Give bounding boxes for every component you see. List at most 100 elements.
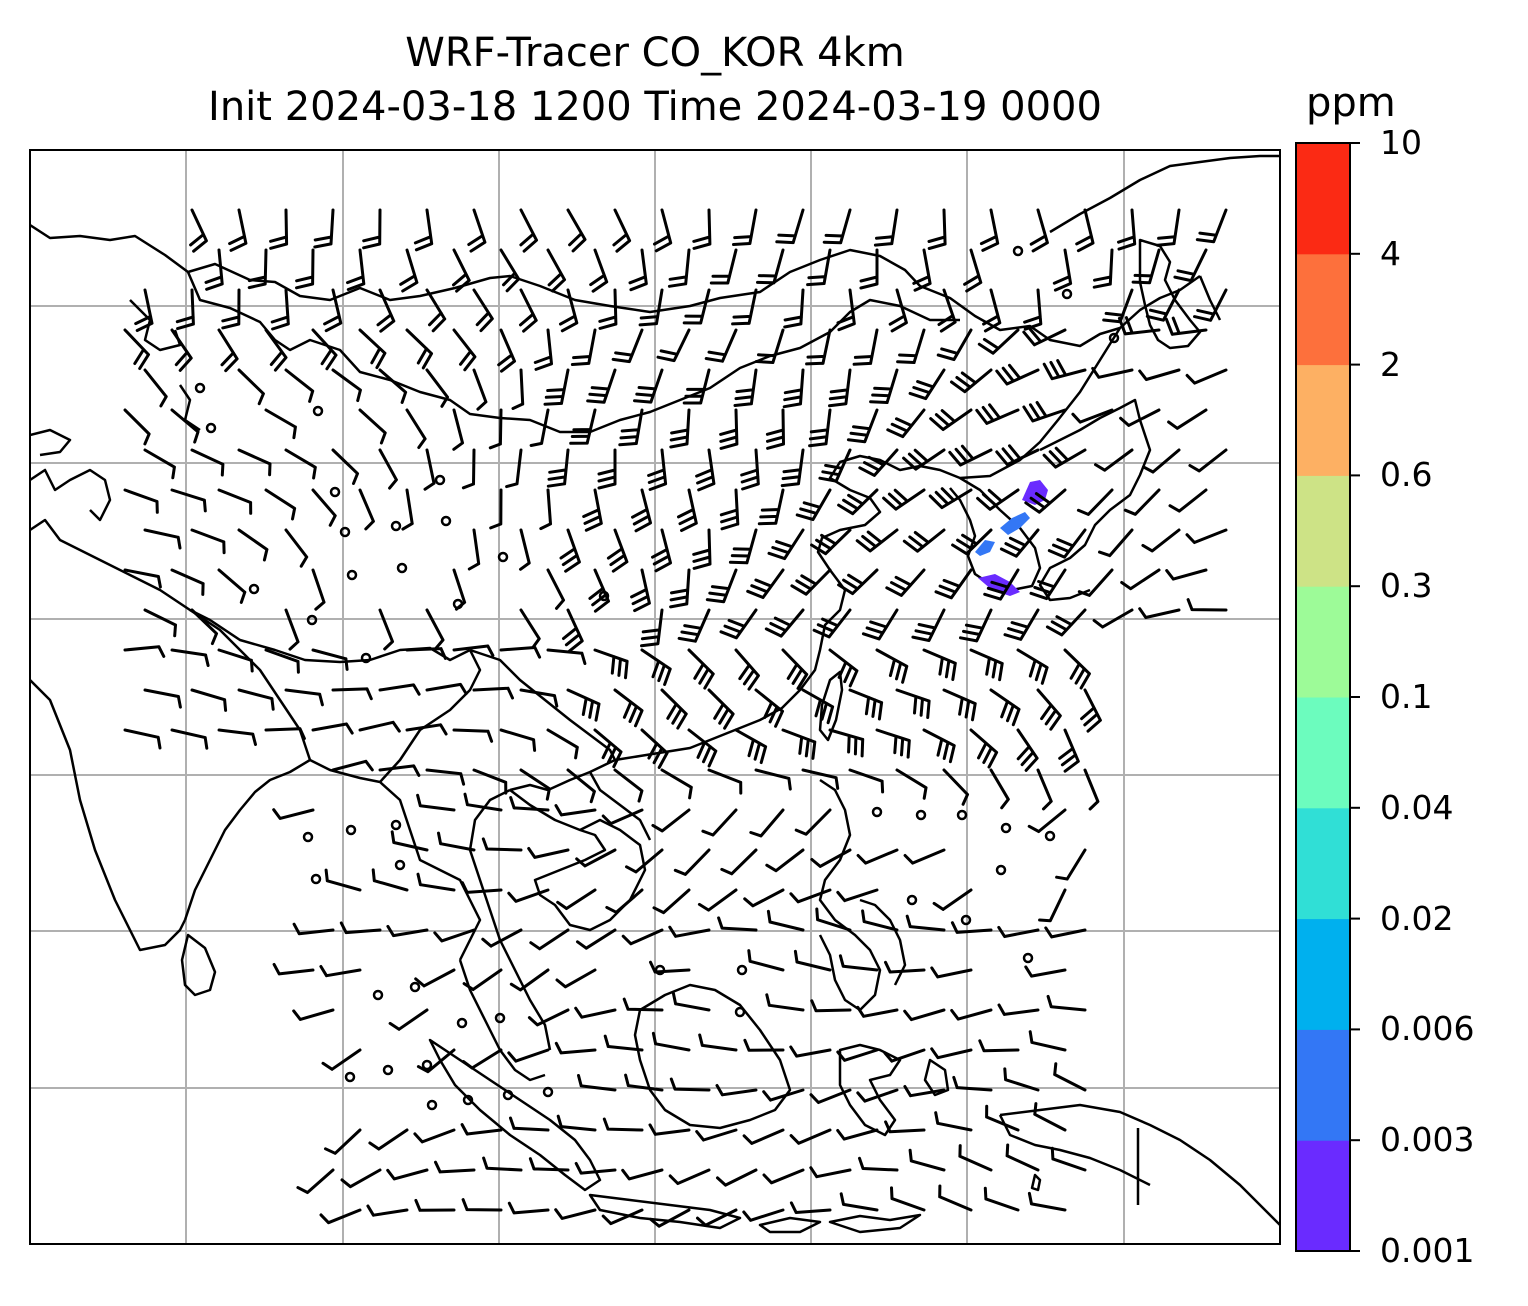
wind-barb [452, 248, 471, 293]
wind-barb [546, 568, 565, 610]
wind-barb [434, 1160, 476, 1174]
wind-barb [668, 925, 711, 938]
wind-barb-calm [871, 806, 883, 818]
wind-barb-calm [1061, 288, 1073, 300]
wind-barb [460, 1123, 503, 1136]
wind-barb [1117, 208, 1137, 251]
wind-barb-calm [248, 583, 260, 595]
wind-barb [1131, 248, 1161, 285]
wind-barb [170, 728, 209, 750]
colorbar-tick-label: 0.04 [1380, 787, 1454, 827]
wind-barb [890, 1186, 926, 1212]
wind-barb [574, 1006, 617, 1019]
wind-barb [948, 444, 993, 467]
wind-barb [123, 328, 150, 370]
wind-barb [472, 288, 494, 333]
colorbar-segment [1296, 475, 1350, 587]
wind-barb [452, 644, 495, 657]
wind-barb [324, 1128, 362, 1155]
wind-barb [358, 720, 401, 733]
colorbar-tick-label: 0.02 [1380, 898, 1454, 938]
wind-barb [951, 528, 993, 556]
wind-barb [903, 1008, 946, 1022]
wind-barb [546, 728, 579, 760]
wind-barb [709, 248, 738, 285]
wind-barb [983, 1186, 1020, 1212]
wind-barb [264, 727, 306, 740]
wind-barb [651, 528, 672, 573]
wind-barb [527, 847, 570, 859]
wind-barb [1120, 568, 1161, 591]
wind-barb [529, 928, 570, 951]
wind-barb [467, 208, 487, 253]
wind-barb [499, 646, 542, 659]
wind-barb [997, 1003, 1040, 1016]
wind-barb [562, 608, 584, 653]
wind-barb [852, 328, 879, 366]
wind-barb [1063, 648, 1091, 690]
wind-barb [902, 528, 946, 553]
wind-barb-calm [312, 405, 324, 417]
wind-barb [815, 907, 852, 932]
wind-barb [462, 968, 503, 991]
wind-barb [576, 928, 617, 950]
wind-barb [519, 768, 551, 801]
wind-barb [764, 608, 805, 638]
wind-barb [903, 848, 946, 865]
wind-barb [1024, 965, 1067, 978]
wind-barb [519, 288, 538, 333]
wind-barb [378, 608, 394, 651]
wind-barb [1142, 448, 1181, 474]
wind-barb [922, 728, 956, 764]
wind-barb [509, 968, 550, 992]
wind-barb-calm [306, 614, 318, 626]
wind-barb [734, 728, 768, 765]
wind-barb [950, 921, 993, 934]
wind-barb [472, 768, 508, 795]
wind-barb [929, 408, 973, 431]
wind-barb [746, 568, 785, 599]
wind-barb [123, 488, 159, 514]
colorbar-tick-label: 0.6 [1380, 455, 1433, 495]
wind-barb [669, 408, 691, 449]
wind-barb [885, 568, 926, 597]
colorbar-tick-label: 0.006 [1380, 1009, 1475, 1049]
wind-barb-calm [339, 526, 351, 538]
wind-barb [812, 608, 852, 639]
wind-barb [1047, 528, 1087, 559]
wind-barb [482, 1156, 523, 1172]
wind-barb [123, 645, 166, 658]
wind-barb [507, 1201, 550, 1215]
wind-barb [742, 1128, 785, 1145]
wind-barb [848, 688, 884, 721]
wind-barb-calm [1022, 952, 1034, 964]
wind-barb [757, 488, 785, 526]
wind-barb [264, 408, 297, 440]
wind-barb [1080, 688, 1102, 733]
wind-barb [543, 368, 570, 406]
title-line-2: Init 2024-03-18 1200 Time 2024-03-19 000… [208, 84, 1102, 130]
wind-barb [331, 368, 362, 403]
wind-barb [175, 288, 195, 331]
wind-barb [311, 328, 338, 371]
wind-barb [809, 1166, 852, 1179]
wind-barb-calm [440, 515, 452, 527]
wind-barb [467, 528, 481, 571]
wind-barb-calm [394, 859, 406, 871]
wind-barb [399, 248, 419, 293]
wind-barb [836, 288, 856, 332]
wind-barb [519, 688, 559, 708]
wind-barb [765, 993, 805, 1012]
wind-barb [1029, 208, 1049, 253]
wind-barb [698, 1033, 738, 1052]
wind-barb [1044, 926, 1087, 939]
wind-barb [928, 487, 973, 510]
wind-barb [649, 960, 691, 974]
wind-barb-calm [302, 831, 314, 843]
wind-barb [828, 648, 859, 688]
wind-barb [810, 999, 852, 1013]
wind-barb [237, 368, 265, 406]
wind-barb [742, 1208, 785, 1222]
wind-barb [828, 728, 865, 758]
